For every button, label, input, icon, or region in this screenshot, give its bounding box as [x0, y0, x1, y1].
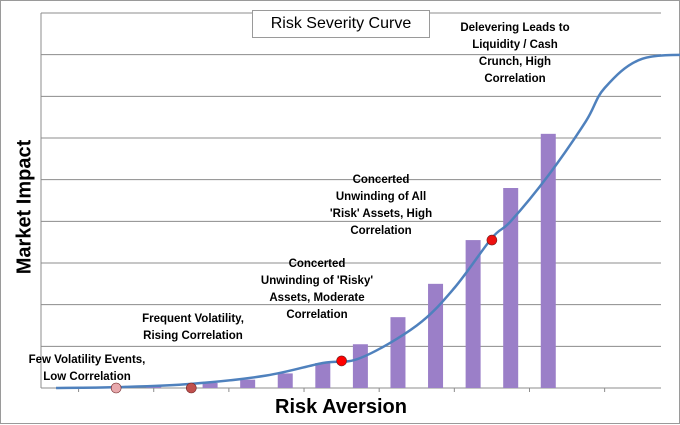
x-axis-label: Risk Aversion [275, 396, 407, 418]
annotation-frequent-volatility: Frequent Volatility, Rising Correlation [142, 313, 244, 342]
annotation-low-volatility: Few Volatility Events, Low Correlation [28, 354, 146, 383]
bar-9 [503, 188, 519, 388]
marker-point-0 [110, 382, 122, 394]
bar-3 [277, 373, 293, 388]
bar-4 [315, 363, 331, 388]
y-axis-label: Market Impact [13, 139, 36, 275]
chart-title: Risk Severity Curve [252, 10, 430, 38]
marker-point-3 [486, 234, 498, 246]
bar-7 [428, 283, 444, 388]
annotation-risky-unwinding: Concerted Unwinding of 'Risky' Assets, M… [260, 258, 374, 321]
marker-point-1 [186, 382, 197, 394]
marker-point-2 [336, 355, 347, 367]
annotation-delevering: Delevering Leads to Liquidity / Cash Cru… [460, 22, 570, 85]
risk-curve [56, 53, 680, 390]
bar-2 [240, 379, 256, 388]
bar-10 [540, 133, 556, 388]
bar-8 [465, 240, 481, 388]
annotation-all-risk-unwinding: Concerted Unwinding of All 'Risk' Assets… [329, 174, 433, 237]
bar-5 [352, 344, 368, 388]
bar-6 [390, 317, 406, 388]
bar-1 [202, 383, 218, 388]
